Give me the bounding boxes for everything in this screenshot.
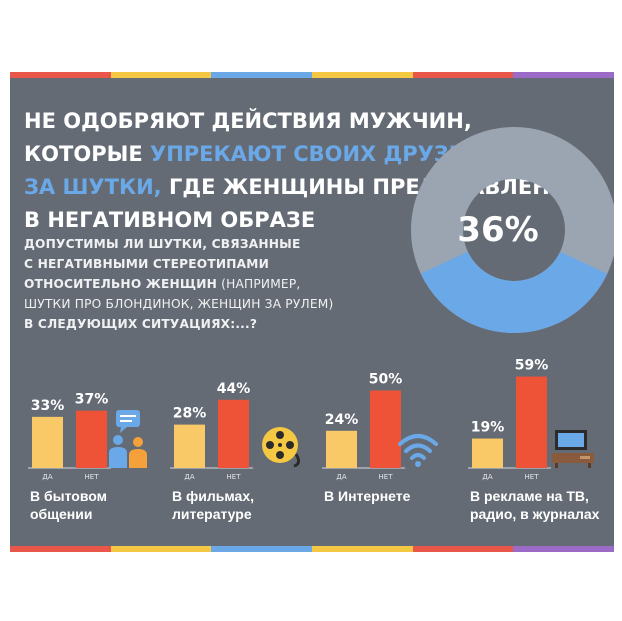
headline-highlight: ЗА ШУТКИ, [24,175,162,199]
stripe-segment [513,546,614,552]
stripe-segment [211,72,313,78]
tick-label: НЕТ [227,473,242,481]
tick-label: НЕТ [85,473,100,481]
chat-icon [109,410,147,468]
film-reel-icon [262,427,301,468]
data-label: 50% [369,372,403,388]
category-label: В рекламе на ТВ, радио, в журналах [470,487,614,523]
donut-percentage: 36% [457,210,539,250]
question-text: (НАПРИМЕР, [217,277,301,291]
donut-svg [411,127,614,333]
stripe-segment [110,72,212,78]
stripe-segment [10,546,111,552]
donut-chart: 36% [408,124,614,336]
category-label: В бытовом общении [30,487,160,523]
headline-line: НЕ ОДОБРЯЮТ ДЕЙСТВИЯ МУЖЧИН, [24,109,472,133]
bar-no [76,410,107,468]
bar-yes [32,416,63,468]
question-line: В СЛЕДУЮЩИХ СИТУАЦИЯХ:...? [24,317,258,331]
data-label: 37% [75,392,109,408]
bar-no [370,390,401,468]
category-label-line: радио, в журналах [470,506,600,522]
survey-question: ДОПУСТИМЫ ЛИ ШУТКИ, СВЯЗАННЫЕ С НЕГАТИВН… [24,234,414,334]
stripe-segment [312,72,413,78]
stripe-segment [110,546,212,552]
headline-line: В НЕГАТИВНОМ ОБРАЗЕ [24,208,316,232]
category-label: В Интернете [324,487,454,505]
stripe-segment [312,546,413,552]
data-label: 24% [325,412,359,428]
tick-label: ДА [42,473,52,481]
data-label: 33% [31,398,65,414]
bar-chart: 33% ДА 37% НЕТ 28% ДА 44% НЕТ 24% ДА 50% НЕТ 19% ДА 59… [28,358,551,481]
bar-no [516,376,547,468]
stripe-segment [10,72,111,78]
category-label-line: В рекламе на ТВ, [470,488,589,504]
stripe-segment [513,72,614,78]
tick-label: ДА [336,473,346,481]
question-line: ОТНОСИТЕЛЬНО ЖЕНЩИН (НАПРИМЕР, [24,274,414,294]
tv-icon [552,430,594,468]
data-label: 19% [471,420,505,436]
wifi-icon [398,434,438,467]
question-line: ШУТКИ ПРО БЛОНДИНОК, ЖЕНЩИН ЗА РУЛЕМ) [24,297,334,311]
top-stripe [10,72,614,78]
headline: НЕ ОДОБРЯЮТ ДЕЙСТВИЯ МУЖЧИН, КОТОРЫЕ УПР… [24,105,584,237]
headline-text: КОТОРЫЕ [24,142,150,166]
stripe-segment [412,546,514,552]
bar-yes [472,438,503,468]
question-text: ОТНОСИТЕЛЬНО ЖЕНЩИН [24,277,218,291]
bar-no [218,399,249,468]
category-label-line: В бытовом [30,488,107,504]
question-line: ДОПУСТИМЫ ЛИ ШУТКИ, СВЯЗАННЫЕ [24,237,301,251]
bar-yes [326,430,357,468]
bar-yes [174,424,205,468]
stripe-segment [211,546,313,552]
category-label-line: литературе [172,506,252,522]
category-label-line: общении [30,506,93,522]
infographic-panel: НЕ ОДОБРЯЮТ ДЕЙСТВИЯ МУЖЧИН, КОТОРЫЕ УПР… [10,72,614,552]
tick-label: ДА [482,473,492,481]
category-label: В фильмах, литературе [172,487,302,523]
tick-label: НЕТ [525,473,540,481]
data-label: 28% [173,406,207,422]
category-label-line: В фильмах, [172,488,254,504]
bottom-stripe [10,546,614,552]
stripe-segment [412,72,514,78]
headline-highlight: УПРЕКАЮТ СВОИХ ДРУЗЕЙ [150,142,481,166]
headline-line: КОТОРЫЕ УПРЕКАЮТ СВОИХ ДРУЗЕЙ [24,138,584,171]
question-line: С НЕГАТИВНЫМИ СТЕРЕОТИПАМИ [24,257,269,271]
tick-label: ДА [184,473,194,481]
tick-label: НЕТ [379,473,394,481]
category-label-line: В Интернете [324,488,411,504]
data-label: 59% [515,358,549,374]
data-label: 44% [217,381,251,397]
